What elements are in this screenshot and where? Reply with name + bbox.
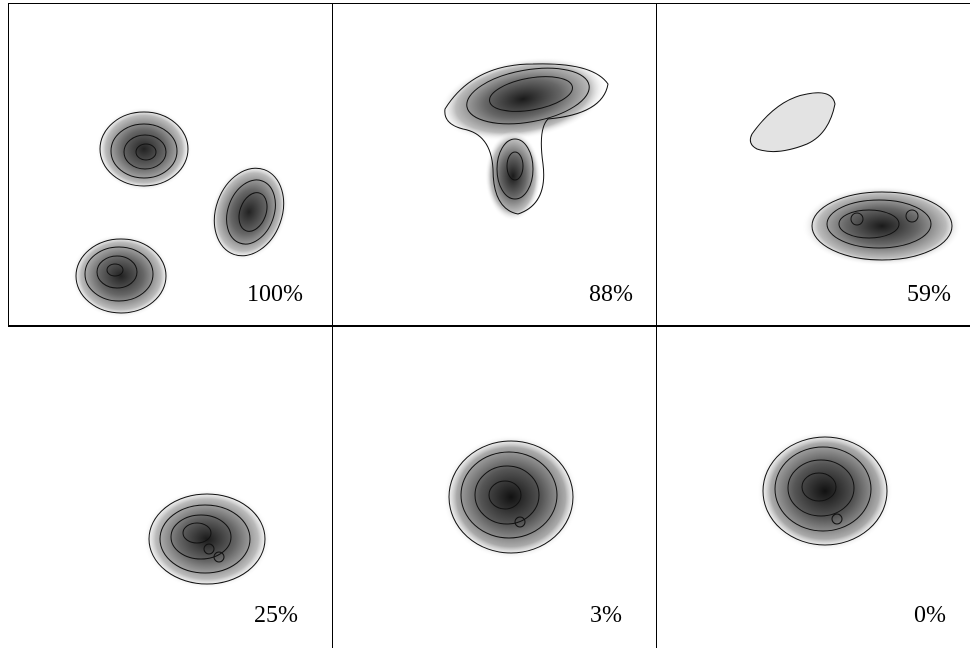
panel-3: 3% [333,327,656,648]
panel-100: 100% [9,4,332,325]
contour-plot-100 [71,107,289,318]
frame-left-border [8,3,9,326]
contour-panel-grid: 100% 88% [8,3,970,648]
panel-label: 3% [590,602,622,628]
panel-label: 59% [907,281,951,307]
panel-0: 0% [657,327,970,648]
contour-plot-0 [757,431,893,551]
frame-middle-horizontal [8,325,970,327]
frame-divider-2 [656,3,657,648]
contour-plot-88 [439,56,609,221]
panel-25: 25% [9,327,332,648]
panel-label: 88% [589,281,633,307]
frame-divider-1 [332,3,333,648]
panel-label: 0% [914,602,946,628]
panel-label: 25% [254,602,298,628]
contour-plot-59 [749,92,962,266]
panel-59: 59% [657,4,970,325]
panel-label: 100% [247,281,303,307]
contour-plot-3 [443,435,579,559]
contour-plot-25 [143,489,271,589]
frame-top-border [8,3,970,4]
panel-88: 88% [333,4,656,325]
